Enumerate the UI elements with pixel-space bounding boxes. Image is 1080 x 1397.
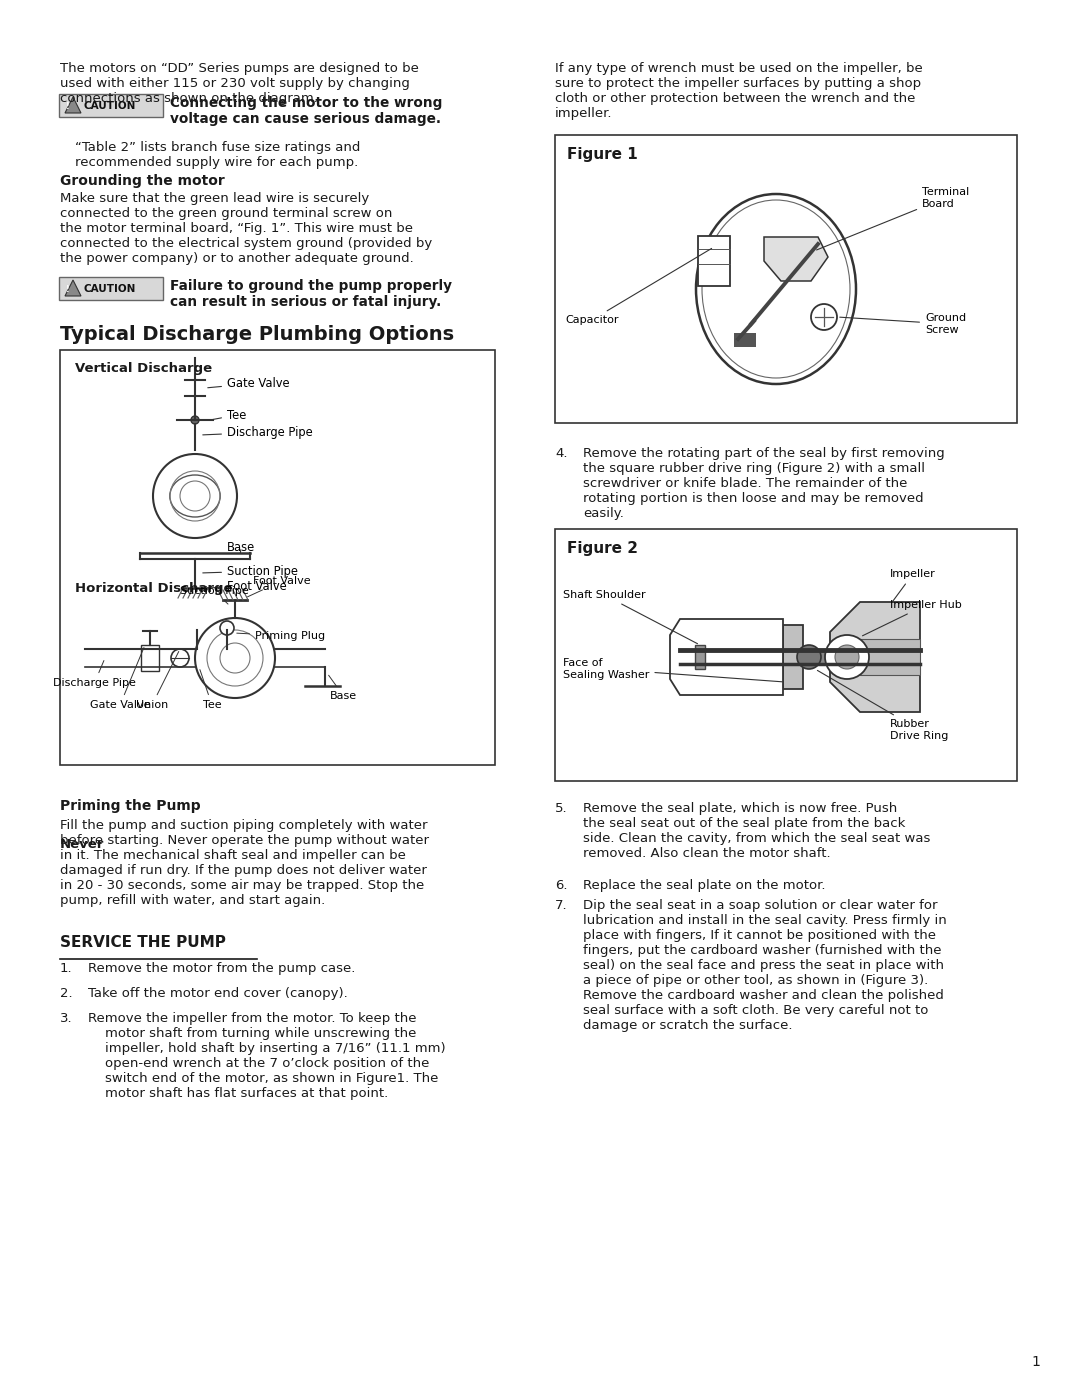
Circle shape	[811, 305, 837, 330]
Text: Vertical Discharge: Vertical Discharge	[75, 362, 212, 374]
Text: Grounding the motor: Grounding the motor	[60, 175, 225, 189]
Polygon shape	[831, 602, 920, 712]
Ellipse shape	[696, 194, 856, 384]
Text: 4.: 4.	[555, 447, 567, 460]
Text: Gate Valve: Gate Valve	[207, 377, 289, 390]
Text: Failure to ground the pump properly
can result in serious or fatal injury.: Failure to ground the pump properly can …	[170, 279, 453, 309]
Circle shape	[195, 617, 275, 698]
Text: Take off the motor end cover (canopy).: Take off the motor end cover (canopy).	[87, 988, 348, 1000]
Bar	[696, 645, 705, 669]
Text: Fill the pump and suction piping completely with water
before starting. Never op: Fill the pump and suction piping complet…	[60, 819, 429, 907]
Bar	[734, 332, 756, 346]
Text: If any type of wrench must be used on the impeller, be
sure to protect the impel: If any type of wrench must be used on th…	[555, 61, 922, 120]
Text: Remove the motor from the pump case.: Remove the motor from the pump case.	[87, 963, 355, 975]
Text: Horizontal Discharge: Horizontal Discharge	[75, 583, 232, 595]
Ellipse shape	[170, 475, 220, 517]
FancyBboxPatch shape	[59, 94, 163, 117]
Text: Priming Plug: Priming Plug	[237, 631, 325, 641]
Polygon shape	[65, 96, 81, 113]
Text: CAUTION: CAUTION	[84, 101, 136, 110]
Bar	[141, 645, 159, 671]
Text: CAUTION: CAUTION	[84, 284, 136, 293]
Text: Discharge Pipe: Discharge Pipe	[53, 661, 136, 687]
Text: Foot Valve: Foot Valve	[247, 576, 311, 597]
Circle shape	[220, 622, 234, 636]
Text: !: !	[66, 102, 70, 110]
Text: 1: 1	[1031, 1355, 1040, 1369]
Polygon shape	[670, 619, 783, 694]
Text: 5.: 5.	[555, 802, 568, 814]
Text: The motors on “DD” Series pumps are designed to be
used with either 115 or 230 v: The motors on “DD” Series pumps are desi…	[60, 61, 419, 105]
Text: Suction Pipe: Suction Pipe	[203, 564, 298, 577]
Text: Rubber
Drive Ring: Rubber Drive Ring	[818, 671, 948, 740]
Text: !: !	[66, 285, 70, 293]
Text: Tee: Tee	[213, 408, 246, 422]
Bar	[860, 638, 920, 675]
Polygon shape	[65, 279, 81, 296]
Text: Capacitor: Capacitor	[565, 249, 712, 326]
Text: Terminal
Board: Terminal Board	[816, 187, 969, 250]
Circle shape	[171, 650, 189, 666]
Polygon shape	[764, 237, 828, 281]
Text: Discharge Pipe: Discharge Pipe	[203, 426, 313, 439]
Circle shape	[835, 645, 859, 669]
Text: “Table 2” lists branch fuse size ratings and
recommended supply wire for each pu: “Table 2” lists branch fuse size ratings…	[75, 141, 361, 169]
Text: Suction Pipe: Suction Pipe	[180, 585, 248, 604]
Circle shape	[797, 645, 821, 669]
Ellipse shape	[702, 200, 850, 379]
FancyBboxPatch shape	[59, 277, 163, 300]
Text: Replace the seal plate on the motor.: Replace the seal plate on the motor.	[583, 879, 825, 893]
Bar	[680, 650, 920, 664]
Text: SERVICE THE PUMP: SERVICE THE PUMP	[60, 935, 226, 950]
Text: Base: Base	[328, 675, 357, 701]
Circle shape	[153, 454, 237, 538]
Text: Tee: Tee	[200, 669, 221, 710]
Text: Figure 1: Figure 1	[567, 147, 638, 162]
Text: Base: Base	[227, 541, 255, 553]
Text: Make sure that the green lead wire is securely
connected to the green ground ter: Make sure that the green lead wire is se…	[60, 191, 432, 265]
Text: 3.: 3.	[60, 1013, 72, 1025]
Text: Ground
Screw: Ground Screw	[840, 313, 967, 335]
Bar	[555, 136, 1017, 423]
Circle shape	[825, 636, 869, 679]
Text: Gate Valve: Gate Valve	[90, 648, 150, 710]
Bar	[783, 624, 804, 689]
Bar	[555, 529, 1017, 781]
Bar	[60, 351, 495, 766]
Text: Figure 2: Figure 2	[567, 541, 638, 556]
Text: Shaft Shoulder: Shaft Shoulder	[563, 590, 698, 644]
Text: Face of
Sealing Washer: Face of Sealing Washer	[563, 658, 782, 682]
Text: 1.: 1.	[60, 963, 72, 975]
Text: Connecting the motor to the wrong
voltage can cause serious damage.: Connecting the motor to the wrong voltag…	[170, 96, 443, 126]
Text: Never: Never	[60, 837, 105, 851]
Text: Impeller: Impeller	[890, 569, 935, 602]
Text: 2.: 2.	[60, 988, 72, 1000]
Text: Remove the impeller from the motor. To keep the
    motor shaft from turning whi: Remove the impeller from the motor. To k…	[87, 1013, 446, 1101]
Bar	[698, 236, 730, 286]
Circle shape	[191, 416, 199, 425]
Text: Typical Discharge Plumbing Options: Typical Discharge Plumbing Options	[60, 326, 454, 344]
Text: Union: Union	[136, 651, 179, 710]
Text: Impeller Hub: Impeller Hub	[863, 599, 962, 636]
Text: Foot Valve: Foot Valve	[207, 580, 287, 592]
Text: Priming the Pump: Priming the Pump	[60, 799, 201, 813]
Text: 7.: 7.	[555, 900, 568, 912]
Text: Remove the seal plate, which is now free. Push
the seal seat out of the seal pla: Remove the seal plate, which is now free…	[583, 802, 930, 861]
Text: 6.: 6.	[555, 879, 567, 893]
Text: Dip the seal seat in a soap solution or clear water for
lubrication and install : Dip the seal seat in a soap solution or …	[583, 900, 947, 1032]
Text: Remove the rotating part of the seal by first removing
the square rubber drive r: Remove the rotating part of the seal by …	[583, 447, 945, 520]
